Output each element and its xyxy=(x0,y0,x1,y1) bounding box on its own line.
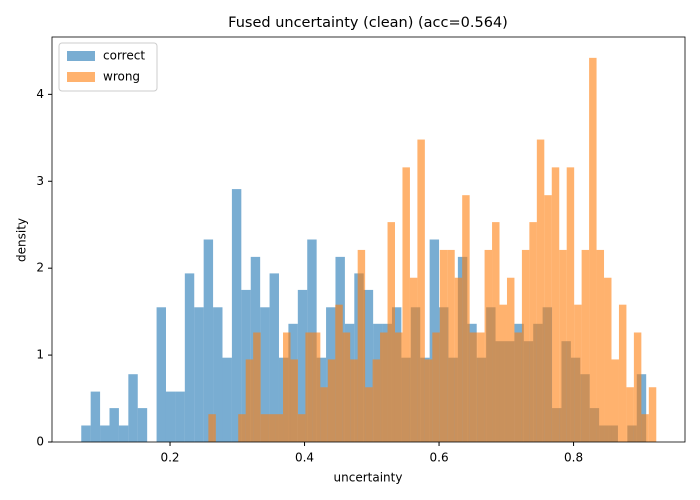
histogram-bar xyxy=(238,414,246,442)
histogram-bar xyxy=(462,195,470,442)
histogram-bar xyxy=(551,167,560,442)
histogram-bar xyxy=(260,307,270,442)
histogram-bar xyxy=(363,289,374,442)
histogram-bar xyxy=(566,167,575,442)
histogram-bar xyxy=(492,222,500,442)
histogram-bar xyxy=(604,277,612,442)
histogram-bar xyxy=(514,332,522,442)
histogram-bar xyxy=(312,332,321,442)
y-tick-label: 3 xyxy=(36,174,44,188)
histogram-bar xyxy=(484,249,493,442)
histogram-bar xyxy=(213,307,223,442)
histogram-bar xyxy=(402,167,410,442)
x-tick-label: 0.8 xyxy=(564,451,583,465)
histogram-bar xyxy=(521,249,530,442)
histogram-bar xyxy=(165,391,176,442)
histogram-bar xyxy=(424,359,433,442)
histogram-bar xyxy=(633,332,642,442)
histogram-bar xyxy=(477,332,485,442)
histogram-bar xyxy=(194,307,204,442)
histogram-bar xyxy=(499,304,507,442)
histogram-bar xyxy=(275,414,284,442)
histogram-bar xyxy=(648,387,657,442)
histogram-bar xyxy=(581,249,590,442)
histogram-bar xyxy=(636,374,647,442)
histogram-bar xyxy=(269,273,279,442)
histogram-bar xyxy=(387,222,395,442)
histogram-bar xyxy=(506,277,515,442)
histogram-bar xyxy=(222,357,232,442)
histogram-bar xyxy=(268,414,276,442)
histogram-bar xyxy=(175,391,185,442)
histogram-bar xyxy=(394,332,403,442)
histogram-bar xyxy=(231,189,242,442)
y-axis-label: density xyxy=(15,218,29,262)
x-tick-label: 0.6 xyxy=(430,451,449,465)
histogram-bar xyxy=(357,249,366,442)
histogram-bar xyxy=(409,277,418,442)
legend-swatch xyxy=(67,72,95,82)
histogram-bar xyxy=(184,273,195,442)
histogram-bar xyxy=(128,374,138,442)
histogram-bar xyxy=(454,277,463,442)
histogram-bar xyxy=(283,332,291,442)
histogram-bar xyxy=(350,359,358,442)
histogram-bar xyxy=(208,414,216,442)
histogram-bar xyxy=(380,332,388,442)
y-tick-label: 1 xyxy=(36,348,44,362)
histogram-bar xyxy=(260,414,269,442)
chart-title: Fused uncertainty (clean) (acc=0.564) xyxy=(228,15,508,31)
histogram-bar xyxy=(305,332,313,442)
histogram-bar xyxy=(469,332,478,442)
histogram-bar xyxy=(203,239,214,442)
histogram-bar xyxy=(589,57,597,442)
plot-frame xyxy=(51,36,686,443)
histogram-bar xyxy=(90,391,101,442)
histogram-bar xyxy=(320,387,328,442)
legend-label: wrong xyxy=(103,70,140,84)
legend-swatch xyxy=(67,51,95,61)
histogram-bar xyxy=(529,222,537,442)
histogram-bar xyxy=(327,359,336,442)
histogram-bar xyxy=(574,304,582,442)
histogram-bar xyxy=(559,249,567,442)
histogram-bar xyxy=(118,425,129,442)
histogram-bar xyxy=(109,408,119,442)
histogram-bar xyxy=(626,387,634,442)
histogram-bar xyxy=(81,425,91,442)
y-tick-label: 2 xyxy=(36,261,44,275)
histogram-bar xyxy=(618,304,627,442)
histogram-bar xyxy=(432,332,440,442)
histogram-bar xyxy=(253,332,261,442)
histogram-bar xyxy=(596,249,605,442)
histogram-bar xyxy=(611,359,619,442)
legend-label: correct xyxy=(103,49,145,63)
x-tick-label: 0.2 xyxy=(160,451,179,465)
histogram-bar xyxy=(342,332,351,442)
y-tick-label: 0 xyxy=(36,435,44,449)
histogram-bar xyxy=(297,414,306,442)
x-tick-label: 0.4 xyxy=(295,451,314,465)
x-axis-label: uncertainty xyxy=(334,471,403,485)
histogram-bar xyxy=(372,359,381,442)
histogram-bar xyxy=(365,387,373,442)
histogram-bar xyxy=(335,304,343,442)
histogram-bar xyxy=(447,249,455,442)
histogram-bar xyxy=(536,139,545,442)
histogram-bar xyxy=(439,249,448,442)
histogram-bar xyxy=(156,307,166,442)
histogram-bar xyxy=(417,139,425,442)
histogram-bar xyxy=(245,359,254,442)
histogram-bar xyxy=(544,195,552,442)
histogram-bar xyxy=(641,414,649,442)
histogram-bar xyxy=(297,289,308,442)
histogram-bar xyxy=(137,408,148,442)
y-tick-label: 4 xyxy=(36,87,44,101)
histogram-bar xyxy=(290,359,298,442)
histogram-bar xyxy=(100,425,110,442)
